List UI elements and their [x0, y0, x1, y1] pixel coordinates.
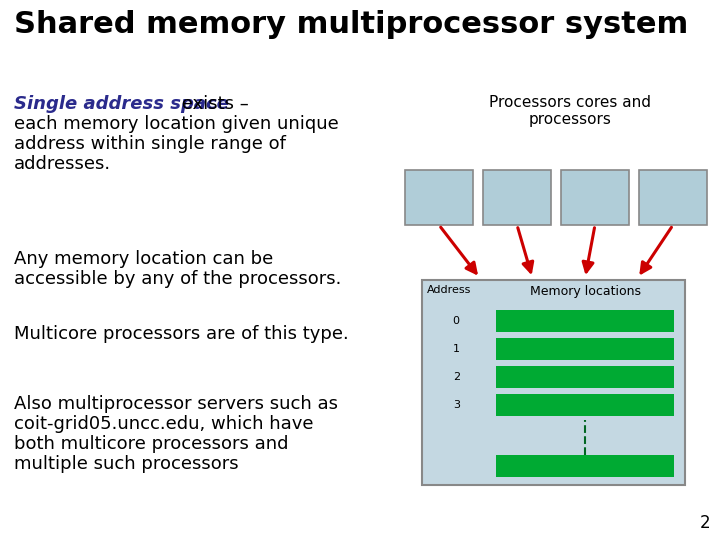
Text: address within single range of: address within single range of [14, 136, 286, 153]
Text: 0: 0 [453, 316, 459, 326]
Text: exists –: exists – [176, 95, 248, 113]
Text: 3: 3 [453, 400, 459, 410]
Bar [483, 170, 551, 225]
Bar [561, 170, 629, 225]
Bar [639, 170, 707, 225]
Text: coit-grid05.uncc.edu, which have: coit-grid05.uncc.edu, which have [14, 415, 313, 433]
Bar [495, 338, 675, 360]
Bar [405, 170, 473, 225]
Text: each memory location given unique: each memory location given unique [14, 115, 338, 133]
Text: multiple such processors: multiple such processors [14, 455, 238, 474]
Text: Memory locations: Memory locations [529, 285, 641, 298]
Bar [495, 455, 675, 477]
Text: addresses.: addresses. [14, 156, 111, 173]
Text: 1: 1 [453, 344, 459, 354]
Bar [495, 366, 675, 388]
Text: Also multiprocessor servers such as: Also multiprocessor servers such as [14, 395, 338, 413]
Text: Single address space: Single address space [14, 95, 229, 113]
Bar [495, 310, 675, 332]
Text: 2: 2 [453, 372, 460, 382]
Text: 2: 2 [699, 514, 710, 532]
Text: Multicore processors are of this type.: Multicore processors are of this type. [14, 325, 348, 343]
Text: Any memory location can be: Any memory location can be [14, 250, 274, 268]
Text: Shared memory multiprocessor system: Shared memory multiprocessor system [14, 10, 688, 39]
Text: Address: Address [427, 285, 472, 295]
Bar [422, 280, 685, 485]
Bar [495, 394, 675, 416]
Text: accessible by any of the processors.: accessible by any of the processors. [14, 270, 341, 288]
Text: Processors cores and
processors: Processors cores and processors [489, 95, 651, 127]
Text: both multicore processors and: both multicore processors and [14, 435, 289, 453]
